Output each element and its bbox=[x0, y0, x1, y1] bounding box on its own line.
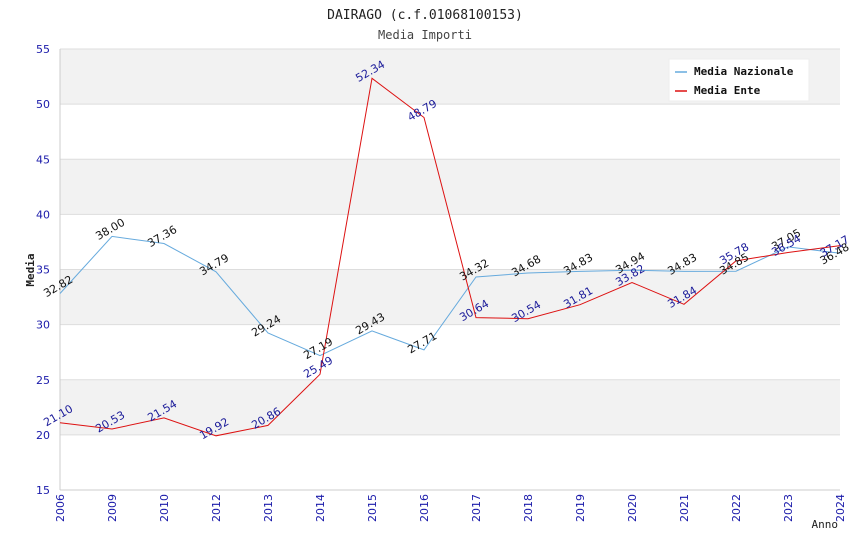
x-tick-label: 2024 bbox=[834, 494, 847, 522]
x-tick-label: 2009 bbox=[106, 494, 119, 522]
x-tick-label: 2015 bbox=[366, 494, 379, 522]
y-axis-title: Media bbox=[24, 253, 37, 286]
y-tick-labels: 15 20 25 30 35 40 45 50 55 bbox=[36, 43, 50, 497]
grid-band bbox=[60, 159, 840, 215]
y-tick-label: 35 bbox=[36, 264, 50, 277]
y-tick-label: 25 bbox=[36, 374, 50, 387]
series-media-ente bbox=[59, 77, 841, 437]
x-tick-labels: 2006 2009 2010 2012 2013 2014 2015 2016 2017 2018… bbox=[54, 494, 847, 522]
x-tick-label: 2016 bbox=[418, 494, 431, 522]
legend: Media Nazionale Media Ente bbox=[668, 58, 810, 102]
x-tick-label: 2019 bbox=[574, 494, 587, 522]
series-line bbox=[59, 235, 841, 357]
chart-title: DAIRAGO (c.f.01068100153) bbox=[327, 8, 523, 23]
x-tick-label: 2022 bbox=[730, 494, 743, 522]
series-media-nazionale bbox=[59, 235, 841, 357]
x-tick-label: 2014 bbox=[314, 494, 327, 522]
y-tick-label: 45 bbox=[36, 153, 50, 166]
grid-band bbox=[60, 269, 840, 325]
series-line bbox=[59, 77, 841, 437]
legend-label-media-nazionale: Media Nazionale bbox=[694, 65, 794, 78]
y-tick-label: 20 bbox=[36, 429, 50, 442]
grid-band bbox=[60, 379, 840, 435]
x-tick-label: 2020 bbox=[626, 494, 639, 522]
x-axis-title: Anno bbox=[812, 518, 839, 531]
y-tick-label: 30 bbox=[36, 319, 50, 332]
y-tick-label: 15 bbox=[36, 484, 50, 497]
x-tick-label: 2021 bbox=[678, 494, 691, 522]
x-tick-label: 2018 bbox=[522, 494, 535, 522]
x-tick-label: 2017 bbox=[470, 494, 483, 522]
y-tick-label: 50 bbox=[36, 98, 50, 111]
x-tick-label: 2023 bbox=[782, 494, 795, 522]
x-tick-label: 2006 bbox=[54, 494, 67, 522]
x-tick-label: 2010 bbox=[158, 494, 171, 522]
x-tick-label: 2012 bbox=[210, 494, 223, 522]
y-tick-label: 55 bbox=[36, 43, 50, 56]
grid-bands bbox=[60, 49, 840, 435]
x-tick-label: 2013 bbox=[262, 494, 275, 522]
legend-box bbox=[668, 58, 810, 102]
legend-label-media-ente: Media Ente bbox=[694, 84, 761, 97]
chart-subtitle: Media Importi bbox=[378, 28, 472, 42]
y-tick-label: 40 bbox=[36, 208, 50, 221]
grid-lines bbox=[60, 48, 840, 491]
